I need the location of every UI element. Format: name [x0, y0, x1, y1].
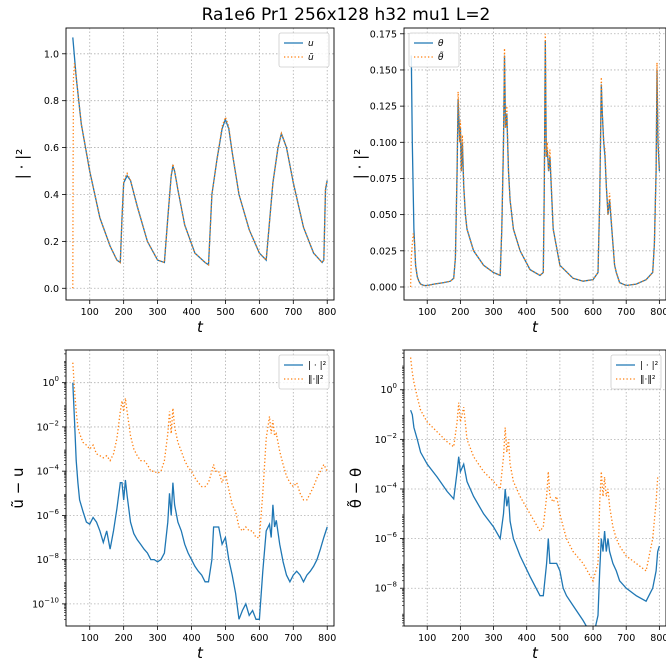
- y-tick-label: 10−4: [375, 481, 398, 495]
- y-tick-label: 10−8: [37, 552, 59, 566]
- x-tick-label: 200: [451, 633, 469, 644]
- y-tick-label: 0.4: [44, 190, 59, 201]
- velocity-error-panel: 100 200 300 400 500 600 700 800 10−10 10−8 10−6 10−…: [9, 349, 336, 662]
- legend-label: | · |²: [308, 361, 327, 371]
- x-tick-label: 500: [216, 307, 234, 318]
- y-tick-label: 0.8: [44, 96, 59, 107]
- x-tick-label: 200: [115, 633, 133, 644]
- x-tick-label: 500: [216, 633, 234, 644]
- x-tick-label: 500: [551, 307, 569, 318]
- legend-box: [610, 354, 662, 390]
- legend: θ θ̃: [408, 32, 460, 68]
- y-tick-label: 10−10: [32, 596, 59, 610]
- series-line-1: [72, 37, 328, 266]
- series-line-2: [72, 362, 328, 539]
- x-tick-label: 800: [650, 633, 666, 644]
- series-line-2: [409, 33, 661, 288]
- y-tick-label: 0.125: [370, 102, 397, 113]
- y-axis-label: | · |²: [13, 149, 31, 179]
- x-tick-label: 200: [451, 307, 469, 318]
- figure-title: Ra1e6 Pr1 256x128 h32 mu1 L=2: [202, 5, 491, 25]
- legend-label: θ: [438, 39, 444, 49]
- series-line-2: [409, 357, 660, 583]
- x-tick-label: 500: [551, 633, 569, 644]
- x-tick-label: 400: [518, 307, 536, 318]
- y-tick-label: 1.0: [44, 49, 59, 60]
- x-tick-label: 800: [318, 633, 336, 644]
- y-tick-label: 0.150: [370, 65, 397, 76]
- x-tick-label: 800: [650, 307, 666, 318]
- legend: uũ: [278, 32, 330, 68]
- y-tick-label: 0.050: [370, 210, 397, 221]
- x-tick-label: 300: [149, 633, 167, 644]
- y-axis-label: θ̃ − θ: [346, 468, 365, 508]
- y-tick-label: 10−4: [37, 464, 60, 478]
- legend: | · |² ‖·‖²: [610, 354, 662, 390]
- series-line-1: [410, 40, 661, 287]
- x-tick-label: 200: [115, 307, 133, 318]
- velocity-norm-panel: 100 200 300 400 500 600 700 800 0.0 0.2 0.4 0.6 0.8 1…: [13, 27, 336, 336]
- x-tick-label: 300: [149, 307, 167, 318]
- x-axis-label: t: [197, 318, 204, 336]
- legend-box: [278, 32, 330, 68]
- axes-frame: [65, 349, 335, 627]
- x-tick-label: 400: [182, 307, 200, 318]
- x-tick-label: 400: [518, 633, 536, 644]
- y-tick-label: 0.0: [44, 284, 59, 295]
- axes-frame: [65, 27, 335, 301]
- y-tick-label: 0.000: [370, 282, 397, 293]
- y-tick-label: 0.075: [370, 174, 397, 185]
- y-tick-label: 10−6: [375, 531, 398, 545]
- y-tick-label: 100: [42, 375, 59, 389]
- x-tick-label: 600: [584, 307, 602, 318]
- temperature-norm-panel: 100 200 300 400 500 600 700 800 0.000 0.025 0.050 0…: [351, 27, 666, 336]
- y-tick-label: 0.100: [370, 138, 397, 149]
- legend-label: ‖·‖²: [640, 375, 656, 385]
- x-tick-label: 700: [284, 633, 302, 644]
- x-tick-label: 300: [484, 307, 502, 318]
- x-axis-label: t: [197, 644, 204, 662]
- x-tick-label: 100: [81, 633, 99, 644]
- y-tick-label: 0.025: [370, 246, 397, 257]
- y-axis-label: | · |²: [351, 149, 369, 179]
- y-tick-label: 0.6: [44, 143, 59, 154]
- x-axis-label: t: [532, 318, 539, 336]
- y-tick-label: 10−2: [375, 432, 397, 446]
- x-tick-label: 100: [418, 633, 436, 644]
- series-line-1: [72, 382, 328, 620]
- x-tick-label: 100: [81, 307, 99, 318]
- legend-label: u: [308, 39, 314, 49]
- x-tick-label: 700: [617, 633, 635, 644]
- x-tick-label: 600: [250, 307, 268, 318]
- x-tick-label: 800: [318, 307, 336, 318]
- x-tick-label: 100: [418, 307, 436, 318]
- y-tick-label: 100: [380, 382, 397, 396]
- axes-frame: [403, 27, 666, 301]
- legend: | · |² ‖·‖²: [278, 354, 330, 390]
- y-tick-label: 0.2: [44, 237, 59, 248]
- legend-box: [408, 32, 460, 68]
- x-tick-label: 300: [484, 633, 502, 644]
- x-tick-label: 600: [584, 633, 602, 644]
- axes-frame: [403, 349, 666, 627]
- y-tick-label: 10−2: [37, 419, 59, 433]
- y-tick-label: 10−6: [37, 508, 60, 522]
- x-tick-label: 400: [182, 633, 200, 644]
- series-line-1: [409, 409, 661, 626]
- y-tick-label: 0.175: [370, 29, 397, 40]
- legend-label: ‖·‖²: [308, 375, 324, 385]
- x-tick-label: 700: [284, 307, 302, 318]
- y-axis-label: ũ − u: [9, 467, 27, 508]
- x-axis-label: t: [532, 644, 539, 662]
- legend-box: [278, 354, 330, 390]
- y-tick-label: 10−8: [375, 581, 397, 595]
- x-tick-label: 700: [617, 307, 635, 318]
- series-line-2: [72, 63, 328, 289]
- legend-label: θ̃: [438, 51, 444, 63]
- temperature-error-panel: 100 200 300 400 500 600 700 800 10−8 10−6 10−4 10−2…: [346, 349, 666, 662]
- legend-label: | · |²: [640, 361, 659, 371]
- legend-label: ũ: [308, 53, 314, 63]
- x-tick-label: 600: [250, 633, 268, 644]
